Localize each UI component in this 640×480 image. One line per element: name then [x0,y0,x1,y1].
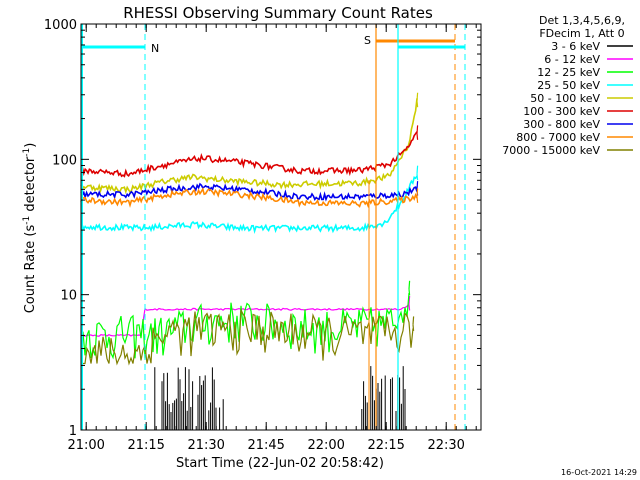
series-line [80,98,418,195]
y-axis-label-sup2: -1 [22,148,32,157]
tail-segment [416,100,419,108]
x-axis-label: Start Time (22-Jun-02 20:58:42) [176,456,384,471]
tail-segment [408,295,411,305]
series-8 [80,187,419,209]
x-tick-label: 22:00 [307,438,344,453]
series-line [80,292,410,360]
plot-frame: NS [80,23,482,431]
y-tick-label: 1000 [44,18,77,33]
saa-label: S [364,34,371,47]
series-5 [80,92,419,195]
series-6 [80,125,419,178]
y-axis-ticks: 1 10 100 1000 [44,18,481,439]
night-label: N [151,42,159,55]
series-line [80,182,418,202]
x-tick-label: 21:45 [247,438,284,453]
tail-segment [416,196,419,203]
series-3 [80,280,411,360]
legend-entry: 3 - 6 keV [551,40,600,53]
x-axis-ticks: 21:00 21:15 21:30 21:45 22:00 22:15 22:30 [67,24,477,453]
legend-entry: 100 - 300 keV [523,105,600,118]
tail-segment [412,316,415,325]
series-9 [81,307,415,366]
chart-title: RHESSI Observing Summary Count Rates [123,4,433,22]
data-series [80,92,419,430]
x-tick-label: 21:15 [127,438,164,453]
y-tick-label: 10 [60,289,77,304]
legend: Det 1,3,4,5,6,9,FDecim 1, Att 03 - 6 keV… [502,14,633,157]
legend-entry: 12 - 25 keV [537,66,600,79]
tail-segment [416,173,419,181]
legend-entry: 6 - 12 keV [544,53,600,66]
x-tick-label: 21:30 [187,438,224,453]
tail-segment [416,125,419,134]
tail-segment [416,133,419,140]
series-line [80,131,418,178]
legend-entry: 7000 - 15000 keV [502,144,600,157]
legend-entry: 50 - 100 keV [530,92,600,105]
legend-header: FDecim 1, Att 0 [539,27,624,40]
y-tick-label: 1 [69,424,77,439]
y-axis-label-mid: detector [23,156,38,216]
y-axis-label-sup1: -1 [22,216,32,225]
series-4 [80,165,419,235]
series-1 [154,366,406,430]
y-axis-label-end: ) [23,143,38,148]
plot-border [80,23,482,431]
legend-entry: 800 - 7000 keV [516,131,600,144]
tail-segment [412,324,415,331]
legend-entry: 300 - 800 keV [523,118,600,131]
y-axis-label: Count Rate (s-1 detector-1) [22,143,38,314]
y-axis-label-unit: Count Rate (s [23,225,38,314]
series-line [80,187,418,209]
legend-header: Det 1,3,4,5,6,9, [539,14,625,27]
x-tick-label: 21:00 [67,438,104,453]
legend-entry: 25 - 50 keV [537,79,600,92]
timestamp: 16-Oct-2021 14:29 [561,468,637,477]
tail-segment [416,165,419,174]
x-tick-label: 22:30 [427,438,464,453]
tail-segment [408,289,411,296]
tail-segment [416,181,419,190]
series-line [80,175,418,235]
tail-segment [408,280,411,290]
x-tick-label: 22:15 [367,438,404,453]
y-tick-label: 100 [52,153,77,168]
series-line [81,307,414,366]
tail-segment [408,304,411,311]
tail-segment [416,188,419,197]
tail-segment [416,92,419,101]
